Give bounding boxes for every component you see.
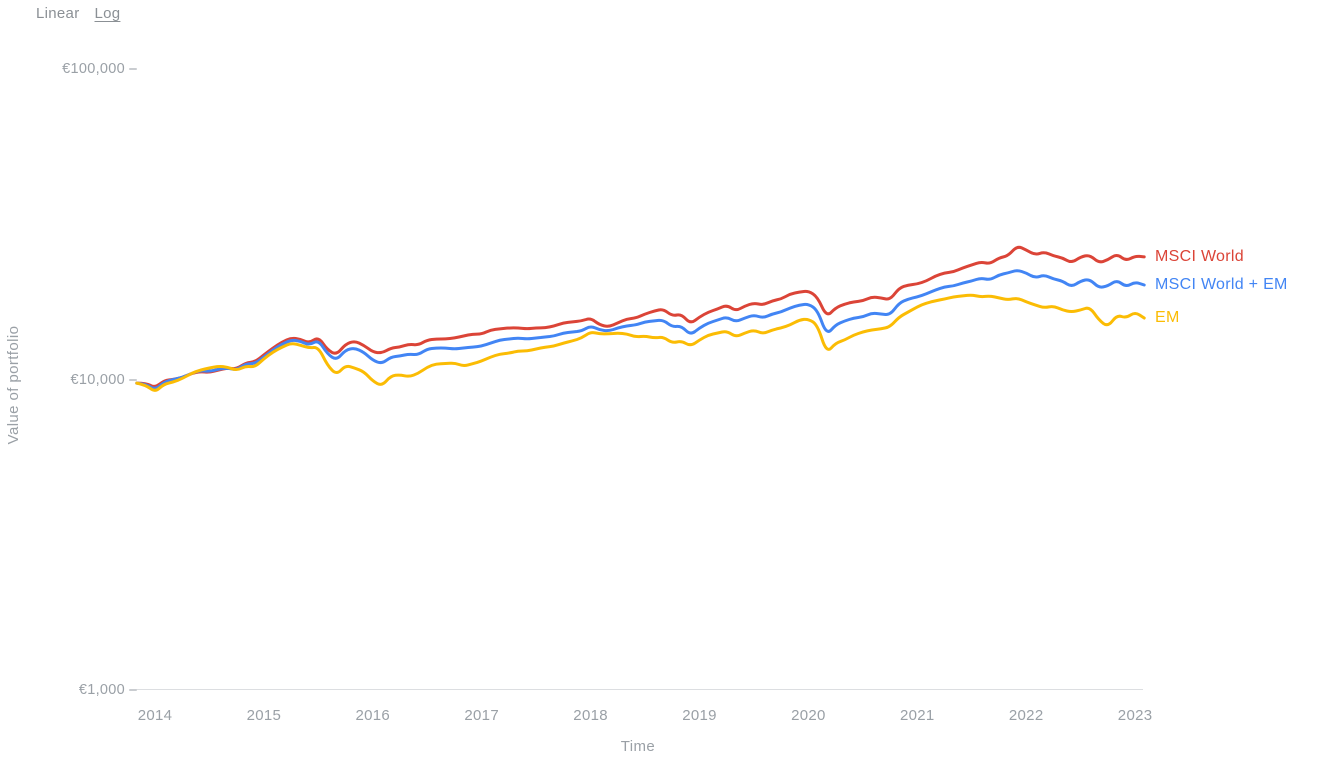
x-axis-title: Time bbox=[620, 738, 656, 755]
x-tick-label: 2017 bbox=[464, 707, 499, 724]
series-label-em: EM bbox=[1155, 308, 1180, 326]
line-msci-world bbox=[135, 245, 1146, 388]
linear-scale-button[interactable]: Linear bbox=[36, 5, 80, 22]
log-scale-button[interactable]: Log bbox=[94, 5, 121, 22]
x-tick-label: 2016 bbox=[355, 707, 391, 724]
series-label-msci-world-em: MSCI World + EM bbox=[1155, 275, 1288, 293]
series-label-msci-world: MSCI World bbox=[1155, 247, 1244, 265]
y-tick-label: €100,000 bbox=[62, 61, 125, 77]
line-msci-world-em bbox=[135, 269, 1146, 390]
x-tick-label: 2021 bbox=[900, 707, 935, 724]
x-tick-label: 2014 bbox=[137, 707, 173, 724]
line-em bbox=[135, 293, 1146, 392]
y-tick-dash bbox=[129, 68, 137, 70]
y-tick-dash bbox=[129, 378, 137, 381]
x-tick-label: 2018 bbox=[573, 707, 608, 724]
x-tick-label: 2023 bbox=[1117, 707, 1153, 724]
x-tick-label: 2022 bbox=[1008, 707, 1044, 724]
x-tick-label: 2019 bbox=[682, 707, 717, 724]
x-tick-label: 2020 bbox=[791, 707, 826, 724]
y-tick-label: €10,000 bbox=[70, 371, 125, 388]
x-tick-label: 2015 bbox=[246, 707, 282, 724]
scale-toggle: Linear Log bbox=[36, 5, 135, 22]
y-tick-dash bbox=[129, 689, 137, 691]
y-tick-label: €1,000 bbox=[78, 682, 125, 698]
x-axis-line bbox=[133, 689, 1143, 690]
